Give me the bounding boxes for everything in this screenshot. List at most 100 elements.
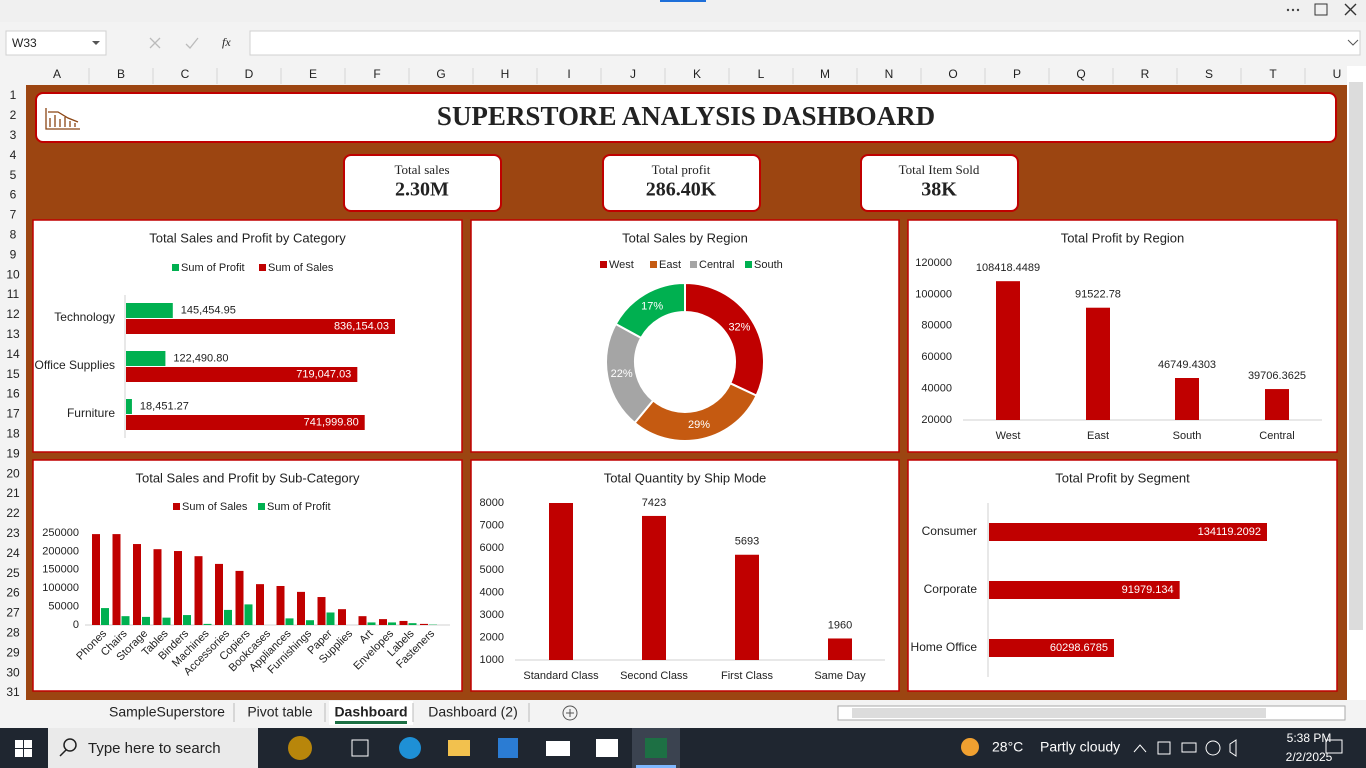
row-header[interactable]: 21: [6, 486, 20, 500]
data-label: 91979.134: [1122, 584, 1174, 596]
column-header[interactable]: H: [501, 67, 510, 81]
row-header[interactable]: 15: [6, 367, 20, 381]
row-header[interactable]: 1: [10, 88, 17, 102]
column-header[interactable]: G: [436, 67, 445, 81]
column-header[interactable]: Q: [1076, 67, 1085, 81]
category-label: Technology: [54, 310, 115, 324]
y-tick-label: 200000: [42, 545, 79, 557]
row-header[interactable]: 24: [6, 546, 20, 560]
bar: [379, 619, 387, 625]
row-header[interactable]: 2: [10, 108, 17, 122]
kpi-label: Total Item Sold: [899, 162, 980, 177]
app-icon[interactable]: [288, 736, 312, 760]
sheet-tab[interactable]: Dashboard: [334, 704, 407, 720]
column-header[interactable]: T: [1269, 67, 1277, 81]
column-header[interactable]: L: [758, 67, 765, 81]
row-header[interactable]: 5: [10, 168, 17, 182]
more-icon[interactable]: [1286, 8, 1300, 12]
category-label: Second Class: [620, 670, 688, 682]
sheet-tab[interactable]: SampleSuperstore: [109, 704, 225, 720]
row-header[interactable]: 9: [10, 247, 17, 261]
row-header[interactable]: 10: [6, 267, 20, 281]
chart-title: Total Sales and Profit by Sub-Category: [135, 470, 360, 485]
sheet-tab[interactable]: Pivot table: [247, 704, 313, 720]
explorer-icon[interactable]: [448, 740, 470, 756]
store-icon[interactable]: [498, 738, 518, 758]
row-header[interactable]: 28: [6, 625, 20, 639]
row-header[interactable]: 30: [6, 665, 20, 679]
row-header[interactable]: 27: [6, 606, 20, 620]
column-header[interactable]: C: [181, 67, 190, 81]
row-header[interactable]: 18: [6, 426, 20, 440]
start-button[interactable]: [15, 740, 32, 757]
kpi-label: Total profit: [652, 162, 711, 177]
chart-title: Total Profit by Segment: [1055, 470, 1190, 485]
notifications[interactable]: [1325, 739, 1343, 754]
bar: [735, 554, 759, 660]
row-header[interactable]: 12: [6, 307, 20, 321]
weather-icon[interactable]: [961, 738, 979, 756]
column-header[interactable]: A: [53, 67, 61, 81]
expand[interactable]: [1347, 39, 1359, 46]
tray-icons[interactable]: [1157, 739, 1237, 757]
taskview-icon[interactable]: [351, 739, 369, 757]
row-header[interactable]: 20: [6, 466, 20, 480]
formula-input[interactable]: [249, 30, 1361, 56]
column-header[interactable]: K: [693, 67, 701, 81]
row-header[interactable]: 31: [6, 685, 20, 699]
sheet-tab[interactable]: Dashboard (2): [428, 704, 518, 720]
restore-icon[interactable]: [1314, 3, 1328, 16]
row-header[interactable]: 3: [10, 128, 17, 142]
row-header[interactable]: 25: [6, 566, 20, 580]
column-header[interactable]: S: [1205, 67, 1213, 81]
column-header[interactable]: I: [567, 67, 570, 81]
row-header[interactable]: 8: [10, 227, 17, 241]
column-header[interactable]: E: [309, 67, 317, 81]
row-header[interactable]: 4: [10, 148, 17, 162]
row-header[interactable]: 14: [6, 347, 20, 361]
photos-icon[interactable]: [596, 739, 618, 757]
chart-panel: [32, 459, 463, 692]
legend-swatch: [173, 503, 180, 510]
add-sheet[interactable]: [562, 705, 578, 721]
row-header[interactable]: 29: [6, 645, 20, 659]
row-header[interactable]: 11: [7, 287, 20, 301]
fx-icon[interactable]: fx: [222, 35, 231, 49]
column-header[interactable]: N: [885, 67, 894, 81]
v-thumb[interactable]: [1349, 82, 1363, 630]
column-header[interactable]: O: [948, 67, 957, 81]
column-header[interactable]: R: [1141, 67, 1150, 81]
column-header[interactable]: F: [373, 67, 380, 81]
data-label: 32%: [728, 321, 750, 333]
row-header[interactable]: 26: [6, 586, 20, 600]
row-header[interactable]: 7: [10, 208, 17, 222]
chart-panel: [907, 459, 1338, 692]
row-header[interactable]: 17: [6, 407, 20, 421]
column-header[interactable]: M: [820, 67, 830, 81]
column-header[interactable]: B: [117, 67, 125, 81]
dropdown[interactable]: [92, 41, 100, 45]
column-header[interactable]: U: [1333, 67, 1342, 81]
bar: [358, 616, 367, 625]
bar: [244, 604, 253, 625]
name-box-text: W33: [12, 36, 37, 50]
row-header[interactable]: 6: [10, 188, 17, 202]
close-icon[interactable]: [1344, 3, 1357, 16]
column-header[interactable]: D: [245, 67, 254, 81]
search-box[interactable]: [48, 728, 258, 768]
bar: [420, 623, 428, 625]
legend-label: Sum of Sales: [268, 262, 334, 274]
h-thumb[interactable]: [852, 708, 1266, 718]
column-header[interactable]: P: [1013, 67, 1021, 81]
row-header[interactable]: 19: [6, 446, 20, 460]
row-header[interactable]: 16: [6, 387, 20, 401]
tray-arrow[interactable]: [1133, 744, 1147, 753]
mail-icon[interactable]: [546, 741, 570, 756]
row-header[interactable]: 23: [6, 526, 20, 540]
edge-icon[interactable]: [399, 737, 421, 759]
column-header[interactable]: J: [630, 67, 636, 81]
search-icon: [63, 738, 77, 752]
row-header[interactable]: 22: [6, 506, 20, 520]
row-header[interactable]: 13: [6, 327, 20, 341]
name-box[interactable]: [5, 30, 107, 56]
